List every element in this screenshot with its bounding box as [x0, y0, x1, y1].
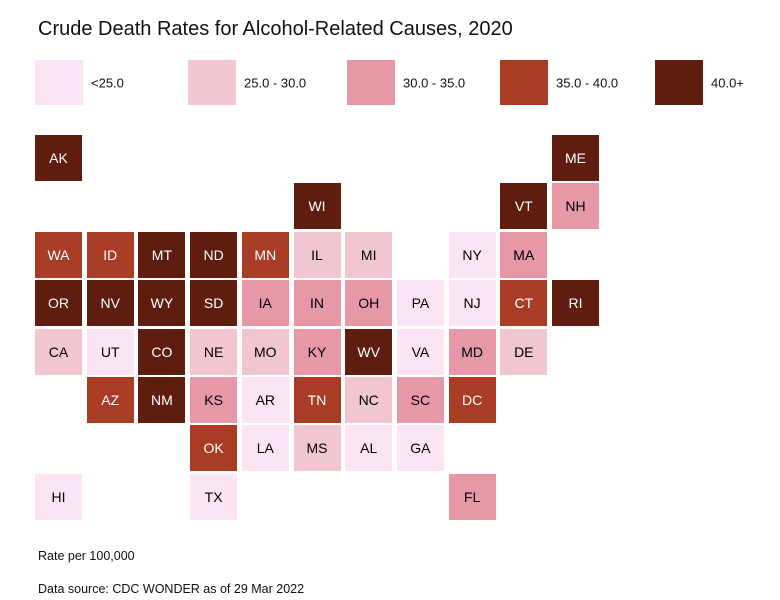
state-tile-az: AZ [86, 377, 134, 423]
state-tile-ak: AK [35, 135, 82, 181]
state-tile-me: ME [552, 135, 599, 181]
state-tile-ar: AR [241, 377, 289, 423]
state-tile-dc: DC [448, 377, 496, 423]
legend-swatch [500, 60, 548, 105]
state-tile-wv: WV [345, 328, 393, 375]
state-tile-ok: OK [190, 425, 238, 472]
state-tile-fl: FL [448, 473, 496, 520]
state-tile-ny: NY [448, 231, 496, 278]
state-tile-tx: TX [190, 473, 238, 520]
state-tile-oh: OH [345, 280, 393, 327]
legend-label: 25.0 - 30.0 [244, 75, 307, 90]
legend-swatch [655, 60, 703, 105]
data-source-note: Data source: CDC WONDER as of 29 Mar 202… [38, 582, 305, 596]
state-tile-co: CO [138, 328, 186, 375]
state-tile-wa: WA [35, 231, 82, 278]
state-tile-nj: NJ [448, 280, 496, 327]
legend-label: 40.0+ [711, 75, 744, 90]
state-tile-nc: NC [345, 377, 393, 423]
legend-label: 30.0 - 35.0 [403, 75, 466, 90]
state-tile-ia: IA [241, 280, 289, 327]
state-tile-mo: MO [241, 328, 289, 375]
state-tile-hi: HI [35, 473, 82, 520]
state-tile-wy: WY [138, 280, 186, 327]
state-tile-ms: MS [293, 425, 341, 472]
state-tile-mn: MN [241, 231, 289, 278]
state-tile-nh: NH [552, 183, 599, 230]
legend-swatch [188, 60, 236, 105]
state-tile-nm: NM [138, 377, 186, 423]
state-tile-pa: PA [396, 280, 444, 327]
state-tile-il: IL [293, 231, 341, 278]
state-tile-nd: ND [190, 231, 238, 278]
state-tile-ct: CT [500, 280, 548, 327]
state-tile-sc: SC [396, 377, 444, 423]
state-tile-ca: CA [35, 328, 82, 375]
state-tile-ut: UT [86, 328, 134, 375]
state-tile-ne: NE [190, 328, 238, 375]
legend-swatch [35, 60, 83, 105]
state-tile-va: VA [396, 328, 444, 375]
state-tile-ks: KS [190, 377, 238, 423]
chart-title: Crude Death Rates for Alcohol-Related Ca… [38, 18, 513, 40]
state-tile-ga: GA [396, 425, 444, 472]
state-tile-mt: MT [138, 231, 186, 278]
rate-unit-note: Rate per 100,000 [38, 549, 135, 563]
state-tile-mi: MI [345, 231, 393, 278]
legend-swatch [347, 60, 395, 105]
state-tile-ky: KY [293, 328, 341, 375]
legend: <25.0 25.0 - 30.0 30.0 - 35.0 35.0 - 40.0 40… [0, 60, 780, 105]
state-tile-ma: MA [500, 231, 548, 278]
state-tile-sd: SD [190, 280, 238, 327]
legend-label: <25.0 [91, 75, 124, 90]
state-tile-vt: VT [500, 183, 548, 230]
state-tile-md: MD [448, 328, 496, 375]
state-tile-id: ID [86, 231, 134, 278]
state-tile-wi: WI [293, 183, 341, 230]
state-tile-or: OR [35, 280, 82, 327]
state-tile-al: AL [345, 425, 393, 472]
state-tile-la: LA [241, 425, 289, 472]
state-tile-tn: TN [293, 377, 341, 423]
state-tile-nv: NV [86, 280, 134, 327]
tile-map: AK ME WI VT NH WA ID MT ND MN IL MI NY MA OR NV WY SD IA IN… [0, 135, 780, 535]
legend-label: 35.0 - 40.0 [556, 75, 619, 90]
state-tile-in: IN [293, 280, 341, 327]
state-tile-ri: RI [552, 280, 599, 327]
state-tile-de: DE [500, 328, 548, 375]
